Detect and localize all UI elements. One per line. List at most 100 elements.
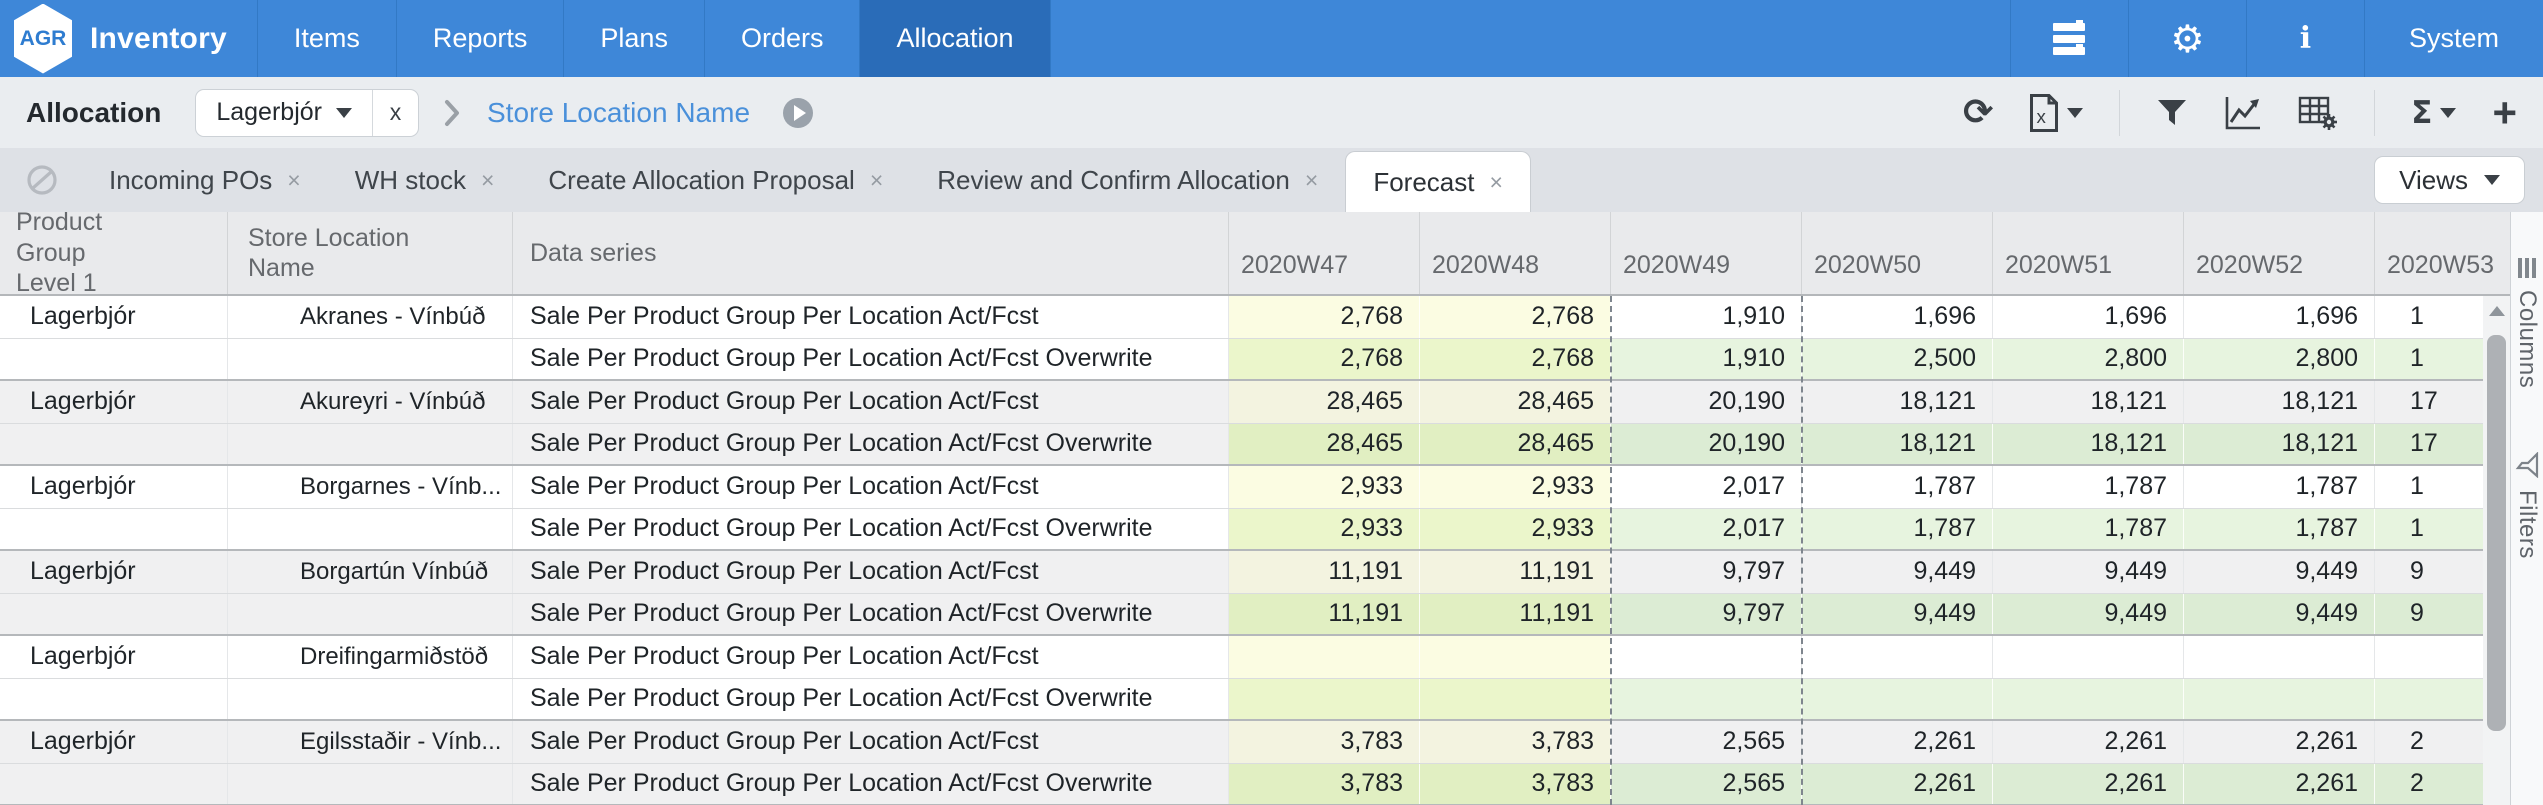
store-location-cell[interactable] [228, 679, 513, 720]
value-cell[interactable]: 2,017 [1611, 509, 1802, 550]
column-header-week[interactable]: 2020W51 [1993, 212, 2184, 294]
gear-icon[interactable]: ⚙ [2128, 0, 2246, 77]
store-location-cell[interactable] [228, 509, 513, 550]
nav-item-orders[interactable]: Orders [704, 0, 860, 77]
value-cell[interactable]: 1,910 [1611, 296, 1802, 338]
value-cell[interactable]: 1,696 [2184, 296, 2375, 338]
column-header-week[interactable]: 2020W48 [1420, 212, 1611, 294]
data-series-cell[interactable]: Sale Per Product Group Per Location Act/… [513, 466, 1229, 508]
value-cell[interactable]: 9,449 [1802, 594, 1993, 635]
store-location-cell[interactable]: Borgarnes - Vínb... [228, 466, 513, 508]
data-series-cell[interactable]: Sale Per Product Group Per Location Act/… [513, 636, 1229, 678]
columns-panel-button[interactable]: Columns [2513, 258, 2541, 388]
product-group-cell[interactable]: Lagerbjór [0, 466, 228, 508]
tab-forecast[interactable]: Forecast × [1345, 151, 1531, 212]
value-cell[interactable]: 28,465 [1229, 424, 1420, 465]
product-group-cell[interactable] [0, 764, 228, 805]
value-cell[interactable]: 1,696 [1802, 296, 1993, 338]
value-cell[interactable]: 18,121 [1993, 424, 2184, 465]
value-cell[interactable]: 9,797 [1611, 551, 1802, 593]
value-cell[interactable]: 2,933 [1229, 466, 1420, 508]
value-cell[interactable] [1993, 679, 2184, 720]
column-header-product-group[interactable]: Product Group Level 1 [0, 212, 228, 294]
value-cell[interactable]: 28,465 [1229, 381, 1420, 423]
column-header-week[interactable]: 2020W52 [2184, 212, 2375, 294]
sum-icon[interactable]: Σ [2411, 95, 2456, 131]
value-cell[interactable]: 9,449 [1993, 551, 2184, 593]
value-cell[interactable]: 2,017 [1611, 466, 1802, 508]
refresh-icon[interactable]: ⟳ [1963, 95, 1993, 131]
value-cell[interactable]: 3,783 [1420, 764, 1611, 805]
value-cell[interactable]: 18,121 [2184, 424, 2375, 465]
tab-close-icon[interactable]: × [287, 167, 300, 194]
value-cell[interactable]: 2,768 [1229, 296, 1420, 338]
product-group-cell[interactable] [0, 424, 228, 465]
value-cell[interactable]: 28,465 [1420, 424, 1611, 465]
tab-wh-stock[interactable]: WH stock × [328, 148, 522, 212]
value-cell[interactable]: 2,800 [1993, 339, 2184, 380]
filters-panel-button[interactable]: Filters [2513, 452, 2541, 559]
data-series-cell[interactable]: Sale Per Product Group Per Location Act/… [513, 339, 1229, 380]
value-cell[interactable]: 11,191 [1229, 594, 1420, 635]
brand[interactable]: AGR Inventory [0, 0, 257, 77]
value-cell[interactable]: 1,910 [1611, 339, 1802, 380]
value-cell[interactable]: 9,797 [1611, 594, 1802, 635]
data-series-cell[interactable]: Sale Per Product Group Per Location Act/… [513, 509, 1229, 550]
store-location-cell[interactable] [228, 424, 513, 465]
block-icon[interactable] [26, 148, 58, 212]
play-circle-icon[interactable] [782, 97, 814, 129]
vertical-scrollbar[interactable] [2483, 296, 2510, 805]
tab-close-icon[interactable]: × [481, 167, 494, 194]
system-menu[interactable]: System [2364, 0, 2543, 77]
column-header-store-location[interactable]: Store Location Name [228, 212, 513, 294]
chart-icon[interactable] [2224, 95, 2262, 131]
column-header-week[interactable]: 2020W53 [2375, 212, 2510, 294]
value-cell[interactable]: 2,565 [1611, 764, 1802, 805]
tab-close-icon[interactable]: × [1305, 167, 1318, 194]
views-button[interactable]: Views [2374, 156, 2525, 204]
column-header-week[interactable]: 2020W49 [1611, 212, 1802, 294]
product-group-cell[interactable]: Lagerbjór [0, 636, 228, 678]
value-cell[interactable]: 18,121 [1802, 381, 1993, 423]
column-header-data-series[interactable]: Data series [513, 212, 1229, 294]
value-cell[interactable]: 2,261 [1802, 721, 1993, 763]
tab-close-icon[interactable]: × [1489, 169, 1502, 196]
tab-create-allocation-proposal[interactable]: Create Allocation Proposal × [521, 148, 910, 212]
value-cell[interactable]: 11,191 [1420, 551, 1611, 593]
value-cell[interactable]: 2,768 [1420, 339, 1611, 380]
value-cell[interactable]: 2,565 [1611, 721, 1802, 763]
value-cell[interactable] [1229, 679, 1420, 720]
value-cell[interactable]: 18,121 [1993, 381, 2184, 423]
scrollbar-thumb[interactable] [2487, 335, 2506, 731]
data-series-cell[interactable]: Sale Per Product Group Per Location Act/… [513, 424, 1229, 465]
value-cell[interactable] [2184, 679, 2375, 720]
store-location-cell[interactable]: Dreifingarmiðstöð [228, 636, 513, 678]
product-group-cell[interactable]: Lagerbjór [0, 551, 228, 593]
value-cell[interactable]: 9,449 [1802, 551, 1993, 593]
value-cell[interactable]: 2,933 [1420, 466, 1611, 508]
filter-chip-remove-button[interactable]: x [372, 90, 418, 136]
nav-item-reports[interactable]: Reports [396, 0, 564, 77]
nav-item-plans[interactable]: Plans [563, 0, 704, 77]
tab-close-icon[interactable]: × [870, 167, 883, 194]
data-series-cell[interactable]: Sale Per Product Group Per Location Act/… [513, 381, 1229, 423]
store-location-cell[interactable]: Borgartún Vínbúð [228, 551, 513, 593]
column-header-week[interactable]: 2020W47 [1229, 212, 1420, 294]
value-cell[interactable]: 18,121 [1802, 424, 1993, 465]
value-cell[interactable]: 28,465 [1420, 381, 1611, 423]
data-series-cell[interactable]: Sale Per Product Group Per Location Act/… [513, 296, 1229, 338]
value-cell[interactable]: 1,787 [1993, 509, 2184, 550]
value-cell[interactable]: 20,190 [1611, 381, 1802, 423]
store-location-cell[interactable] [228, 594, 513, 635]
nav-item-allocation[interactable]: Allocation [859, 0, 1050, 77]
value-cell[interactable]: 2,261 [1802, 764, 1993, 805]
add-icon[interactable]: + [2492, 92, 2517, 134]
value-cell[interactable]: 11,191 [1420, 594, 1611, 635]
value-cell[interactable] [1611, 679, 1802, 720]
filter-chip-dropdown[interactable]: Lagerbjór [196, 90, 372, 136]
store-location-cell[interactable] [228, 339, 513, 380]
value-cell[interactable]: 1,787 [2184, 466, 2375, 508]
value-cell[interactable]: 2,768 [1229, 339, 1420, 380]
data-series-cell[interactable]: Sale Per Product Group Per Location Act/… [513, 551, 1229, 593]
data-series-cell[interactable]: Sale Per Product Group Per Location Act/… [513, 679, 1229, 720]
